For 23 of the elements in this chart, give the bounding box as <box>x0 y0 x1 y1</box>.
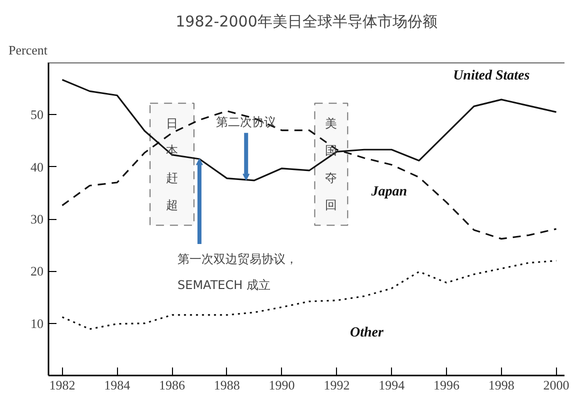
x-tick-label: 1988 <box>214 378 240 392</box>
annotation: 第二次协议 <box>216 114 276 129</box>
y-tick-label: 10 <box>30 316 44 331</box>
band-label: 美国夺回 <box>325 116 338 212</box>
y-tick-label: 20 <box>30 264 44 279</box>
x-tick-label: 1994 <box>378 378 406 392</box>
x-tick-label: 1990 <box>268 378 295 392</box>
x-tick-label: 2000 <box>543 378 570 392</box>
series-label: Other <box>350 325 384 340</box>
y-tick-label: 40 <box>30 159 44 174</box>
x-tick-label: 1984 <box>104 378 131 392</box>
x-tick-label: 1992 <box>324 378 350 392</box>
x-tick-label: 1998 <box>488 378 514 392</box>
series-label: United States <box>453 68 530 84</box>
y-axis-title: Percent <box>8 42 48 58</box>
chart-title: 1982-2000年美日全球半导体市场份额 <box>176 12 438 30</box>
y-tick-label: 30 <box>30 212 44 226</box>
annotation: 第一次双边贸易协议，SEMATECH 成立 <box>178 252 298 292</box>
x-tick-label: 1982 <box>49 378 76 392</box>
x-tick-label: 1996 <box>433 378 460 392</box>
series-label: Japan <box>370 184 408 200</box>
x-tick-label: 1986 <box>159 378 186 392</box>
y-tick-label: 50 <box>30 107 44 122</box>
